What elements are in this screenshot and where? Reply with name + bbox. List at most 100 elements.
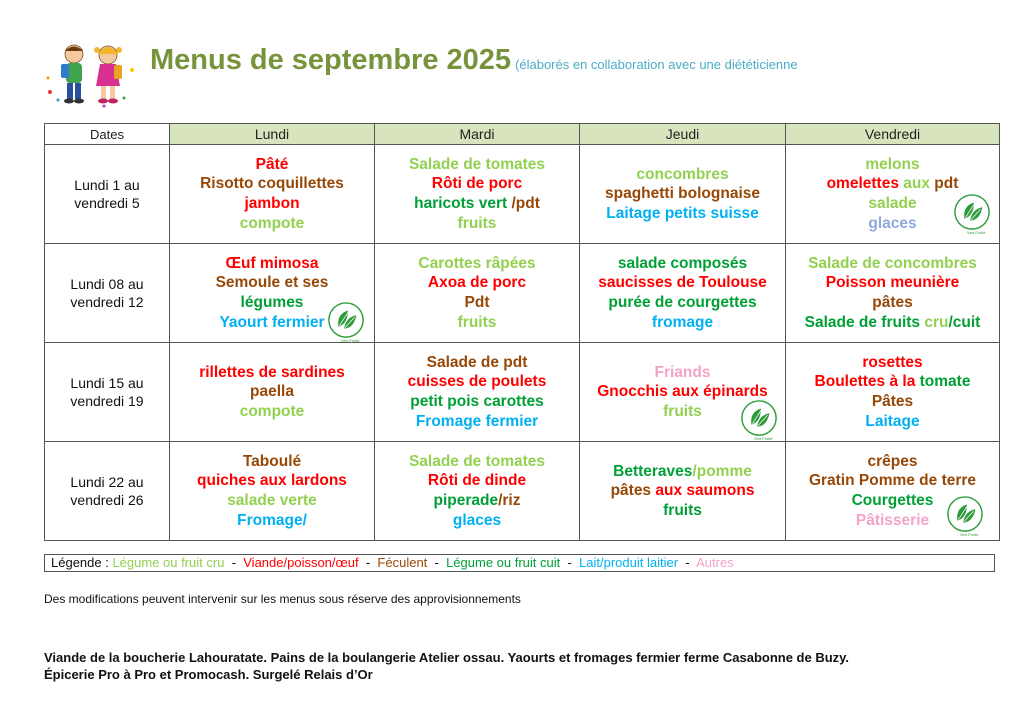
dish-line: quiches aux lardons: [172, 471, 372, 491]
menu-cell-lundi: Pâté Risotto coquillettes jambon compote: [169, 144, 375, 244]
dish-text: omelettes: [826, 175, 904, 193]
dish-line: spaghetti bolognaise: [582, 184, 783, 204]
dish-line: Gnocchis aux épinards: [582, 382, 783, 402]
dish-line: Laitage: [788, 412, 997, 432]
dish-line: Courgettes: [788, 491, 997, 511]
legend-item-autres: Autres: [696, 555, 734, 570]
dish-line: Risotto coquillettes: [172, 174, 372, 194]
dish-text: Pâté: [255, 155, 289, 173]
menu-cell-mardi: Carottes râpées Axoa de porc Pdt fruits: [374, 243, 580, 343]
header-row: Dates Lundi Mardi Jeudi Vendredi: [44, 123, 1000, 145]
dish-line: omelettes aux pdt: [788, 174, 997, 194]
header-lundi: Lundi: [169, 123, 375, 145]
legend-separator: -: [224, 555, 244, 570]
dish-text: Pdt: [464, 294, 490, 311]
dish-line: Friands: [582, 363, 783, 383]
dish-text: Carottes râpées: [418, 254, 536, 272]
dish-line: glaces: [788, 214, 997, 234]
title-subtitle: (élaborés en collaboration avec une diét…: [515, 57, 798, 72]
legend-separator: -: [427, 555, 447, 570]
dish-text: Friands: [654, 363, 711, 381]
dish-text: rillettes de sardines: [199, 363, 345, 381]
dish-text: Poisson meunière: [825, 274, 960, 292]
badge-label: Vert Fruité: [967, 230, 986, 235]
dish-line: Gratin Pomme de terre: [788, 471, 997, 491]
dish-text: glaces: [452, 511, 502, 529]
dish-line: Pâté: [172, 155, 372, 175]
menu-table: Dates Lundi Mardi Jeudi Vendredi Lundi 1…: [44, 123, 1000, 541]
dish-text: pâtes: [872, 294, 913, 311]
dish-line: haricots vert /pdt: [377, 194, 577, 214]
dish-text: légumes: [240, 294, 304, 311]
dish-line: purée de courgettes: [582, 293, 783, 313]
dish-text: cuisses de poulets: [407, 373, 547, 391]
menu-cell-mardi: Salade de tomates Rôti de porc haricots ve…: [374, 144, 580, 244]
dish-text: Semoule et ses: [215, 274, 329, 292]
menu-cell-mardi: Salade de tomates Rôti de dinde piperade/r…: [374, 441, 580, 541]
dish-text: Laitage: [865, 412, 920, 430]
legend-item-viande: Viande/poisson/œuf: [243, 555, 359, 570]
week-row: Lundi 22 au vendredi 26 Taboulé quiches aux…: [44, 441, 1000, 541]
dish-text: glaces: [868, 214, 917, 232]
dish-line: Boulettes à la tomate: [788, 372, 997, 392]
legend: Légende : Légume ou fruit cru - Viande/p…: [44, 554, 995, 572]
dish-line: melons: [788, 155, 997, 175]
badge-label: Vert Fruité: [341, 338, 360, 343]
dish-text: purée de courgettes: [608, 294, 757, 311]
dish-line: fruits: [377, 214, 577, 234]
dish-text: aux: [903, 175, 935, 193]
dish-line: fromage: [582, 313, 783, 333]
title-main: Menus de septembre 2025: [150, 44, 512, 76]
date-line: vendredi 12: [70, 294, 144, 310]
dish-line: Axoa de porc: [377, 273, 577, 293]
dish-line: jambon: [172, 194, 372, 214]
menu-cell-jeudi: salade composés saucisses de Toulouse puré…: [579, 243, 786, 343]
legend-separator: -: [678, 555, 697, 570]
menu-cell-vendredi: crêpes Gratin Pomme de terre Courgettes Pât…: [785, 441, 1000, 541]
dish-text: Axoa de porc: [427, 274, 527, 292]
dish-text: saucisses de Toulouse: [598, 274, 767, 292]
dish-text: rosettes: [862, 353, 923, 371]
dish-line: petit pois carottes: [377, 392, 577, 412]
dish-line: légumes: [172, 293, 372, 313]
date-line: Lundi 08 au: [70, 276, 144, 292]
dish-text: Fromage/: [237, 511, 307, 529]
dish-text: /pdt: [511, 195, 540, 212]
dish-text: concombres: [636, 165, 729, 183]
confetti: [46, 68, 134, 108]
dish-text: spaghetti bolognaise: [604, 185, 760, 203]
dish-text: fruits: [663, 501, 702, 519]
dish-text: /cuit: [948, 313, 981, 331]
suppliers-info: Viande de la boucherie Lahouratate. Pain…: [44, 649, 849, 683]
dish-line: Laitage petits suisse: [582, 204, 783, 224]
dish-text: /pomme: [692, 462, 752, 480]
dish-line: Carottes râpées: [377, 254, 577, 274]
dish-text: Rôti de dinde: [427, 472, 527, 490]
dish-line: crêpes: [788, 452, 997, 472]
dish-line: salade: [788, 194, 997, 214]
dish-line: compote: [172, 402, 372, 422]
menu-cell-lundi: Œuf mimosa Semoule et ses légumes Yaourt fe…: [169, 243, 375, 343]
dish-text: salade verte: [227, 492, 317, 509]
dish-line: Fromage/: [172, 511, 372, 531]
dish-line: Semoule et ses: [172, 273, 372, 293]
week-dates: Lundi 08 au vendredi 12: [44, 243, 170, 343]
dish-text: fromage: [651, 313, 714, 331]
dish-text: haricots vert: [414, 195, 512, 212]
dish-line: Salade de tomates: [377, 155, 577, 175]
dish-text: Salade de tomates: [408, 155, 546, 173]
dish-text: pâtes: [610, 482, 656, 500]
dish-text: salade composés: [617, 254, 748, 272]
badge-label: Vert Fruité: [960, 532, 979, 537]
page-title: Menus de septembre 2025 (élaborés en coll…: [150, 44, 798, 77]
legend-item-cuit: Légume ou fruit cuit: [446, 555, 561, 570]
dish-line: saucisses de Toulouse: [582, 273, 783, 293]
dish-line: rosettes: [788, 353, 997, 373]
dish-text: Betteraves: [613, 462, 693, 480]
leaf-badge-icon: Vert Fruité: [953, 193, 991, 235]
dish-text: piperade: [433, 492, 499, 509]
dish-text: Gnocchis aux épinards: [597, 383, 768, 401]
dish-text: Yaourt fermier: [219, 313, 325, 331]
suppliers-line: Viande de la boucherie Lahouratate. Pain…: [44, 650, 850, 665]
date-line: vendredi 5: [74, 195, 140, 211]
